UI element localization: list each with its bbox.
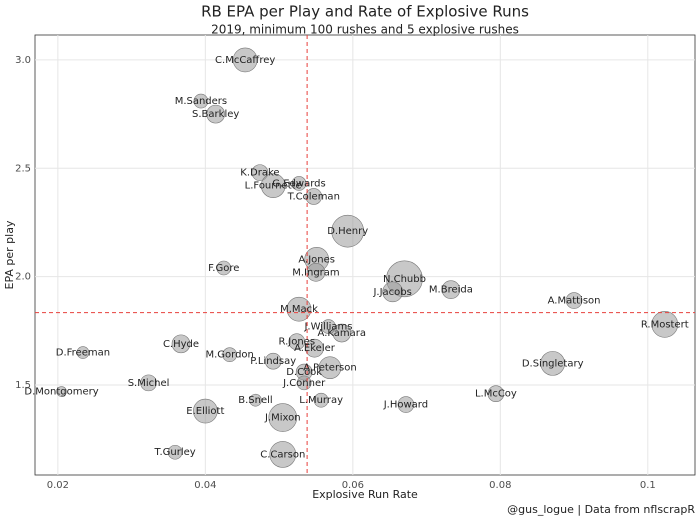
bubble	[291, 176, 307, 191]
y-tick-label: 1.5	[15, 380, 31, 391]
point-label: M.Mack	[280, 304, 318, 315]
point-label: C.McCaffrey	[215, 55, 275, 66]
bubble	[140, 374, 157, 392]
bubble	[306, 263, 326, 282]
bubble	[56, 386, 67, 397]
bubble	[76, 346, 90, 359]
bubble	[216, 260, 232, 276]
bubble	[540, 351, 565, 376]
bubble	[331, 214, 364, 248]
point-label: D.Montgomery	[24, 387, 98, 398]
point-label: B.Snell	[238, 395, 272, 406]
point-label: A.Peterson	[303, 363, 357, 374]
point-label: J.Howard	[383, 400, 428, 411]
x-axis-title: Explosive Run Rate	[312, 488, 418, 501]
point-label: S.Michel	[128, 378, 170, 389]
point-label: D.Freeman	[56, 348, 110, 359]
bubble	[251, 164, 269, 181]
caption: @gus_logue | Data from nflscrapR	[507, 503, 695, 516]
point-label: T.Coleman	[287, 191, 340, 202]
point-label: A.Kamara	[318, 328, 366, 339]
bubble	[318, 356, 342, 380]
point-label: R.Jones	[279, 337, 316, 348]
point-label: D.Henry	[327, 226, 368, 237]
point-label: L.Murray	[299, 395, 343, 406]
point-label: L.McCoy	[475, 389, 517, 400]
panel-border	[34, 34, 696, 476]
point-label: A.Ekeler	[294, 343, 336, 354]
bubble	[296, 375, 312, 391]
x-tick-label: 0.06	[342, 480, 364, 491]
point-label: M.Gordon	[205, 350, 253, 361]
bubble	[305, 338, 324, 358]
point-label: N.Chubb	[383, 274, 426, 285]
point-label: F.Gore	[208, 263, 239, 274]
bubble	[268, 403, 298, 432]
bubble	[651, 311, 679, 338]
point-label: M.Breida	[429, 285, 473, 296]
point-label: M.Ingram	[292, 267, 339, 278]
y-tick-label: 2.0	[15, 272, 31, 283]
y-tick-label: 3.0	[15, 55, 31, 66]
bubble	[286, 296, 312, 322]
point-label: D.Singletary	[522, 358, 584, 369]
point-label: L.Fournette	[245, 181, 302, 192]
bubble	[264, 352, 282, 370]
bubble	[441, 280, 461, 299]
point-label: J.Conner	[282, 378, 326, 389]
bubble	[288, 333, 306, 350]
bubble	[171, 334, 191, 354]
point-label: T.Gurley	[154, 447, 196, 458]
point-label: C.Hyde	[163, 339, 199, 350]
point-label: A.Mattison	[548, 296, 601, 307]
bubble	[193, 398, 218, 424]
bubble	[222, 347, 237, 363]
point-label: J.Jacobs	[372, 287, 411, 298]
point-label: E.Elliott	[186, 406, 224, 417]
bubble	[382, 281, 403, 303]
bubble	[565, 292, 583, 309]
point-label: C.Carson	[260, 449, 305, 460]
x-tick-label: 0.08	[489, 480, 511, 491]
bubble	[193, 93, 209, 109]
bubble	[397, 396, 415, 413]
point-label: K.Drake	[240, 168, 279, 179]
bubble	[232, 47, 258, 73]
x-tick-label: 0.1	[640, 480, 656, 491]
bubble	[269, 441, 297, 468]
bubble	[206, 104, 225, 124]
bubble	[332, 323, 352, 343]
x-tick-label: 0.04	[194, 480, 216, 491]
point-label: D.Cook	[286, 367, 322, 378]
x-tick-label: 0.02	[47, 480, 69, 491]
bubble	[167, 444, 183, 460]
y-tick-label: 2.5	[15, 163, 31, 174]
point-label: S.Barkley	[192, 109, 239, 120]
point-label: A.Jones	[298, 254, 335, 265]
chart-title: RB EPA per Play and Rate of Explosive Ru…	[201, 3, 529, 21]
point-label: G.Edwards	[272, 178, 325, 189]
bubble	[313, 392, 329, 408]
point-label: M.Sanders	[175, 96, 227, 107]
bubble	[249, 393, 262, 407]
chart-subtitle: 2019, minimum 100 rushes and 5 explosive…	[211, 23, 519, 37]
bubble	[487, 385, 505, 403]
y-axis-title: EPA per play	[3, 220, 16, 289]
bubble	[305, 188, 323, 205]
point-label: J.Mixon	[264, 413, 301, 424]
point-label: J.Williams	[303, 322, 352, 333]
bubble	[260, 173, 286, 198]
point-label: R.Mostert	[641, 319, 689, 330]
point-label: P.Lindsay	[250, 356, 296, 367]
